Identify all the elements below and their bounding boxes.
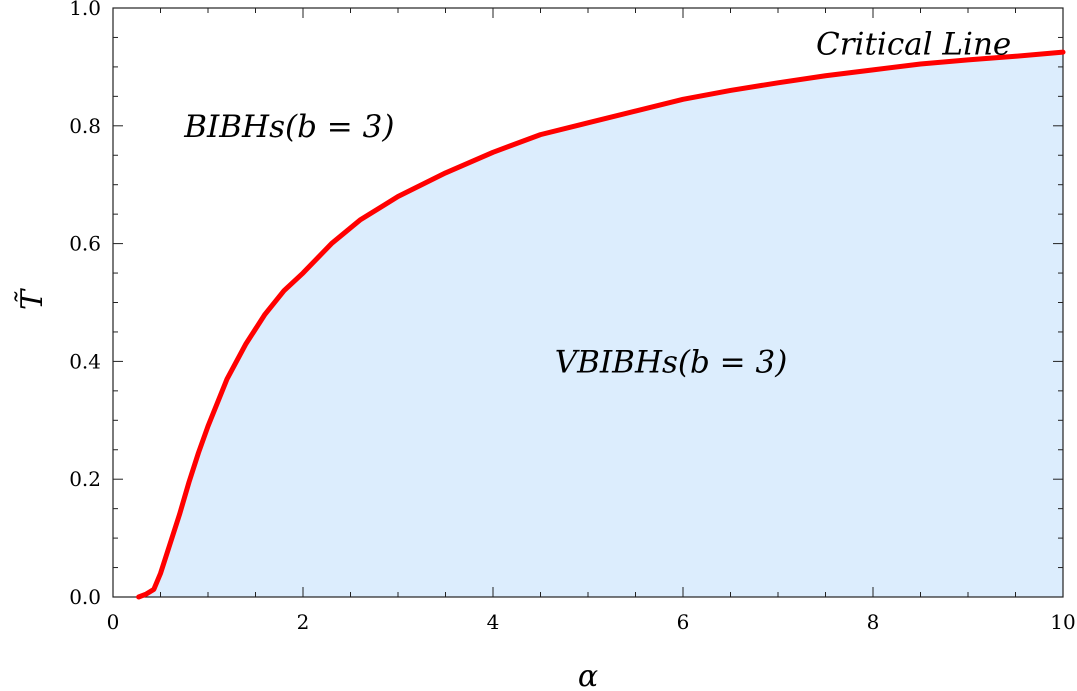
x-tick-label: 8 [867, 610, 880, 634]
critical-line-label: Critical Line [816, 26, 1011, 62]
y-tick-label: 0.8 [69, 114, 101, 138]
vbibhs-region-label: VBIBHs(b = 3) [555, 344, 788, 380]
x-tick-label: 0 [107, 610, 120, 634]
y-tick-label: 0.2 [69, 467, 101, 491]
critical-line-curve [136, 49, 1066, 600]
y-tick-label: 0.6 [69, 232, 101, 256]
x-tick-label: 4 [487, 610, 500, 634]
bibhs-region-label: BIBHs(b = 3) [183, 109, 394, 145]
vbibhs-region [138, 52, 1063, 598]
y-axis-label: T̃ [15, 288, 50, 310]
x-tick-label: 10 [1050, 610, 1075, 634]
x-axis-label: α [578, 659, 598, 691]
x-tick-label: 2 [297, 610, 310, 634]
y-tick-label: 0.4 [69, 349, 101, 373]
y-tick-label: 0.0 [69, 585, 101, 609]
y-tick-label: 1.0 [69, 0, 101, 20]
x-tick-label: 6 [677, 610, 690, 634]
